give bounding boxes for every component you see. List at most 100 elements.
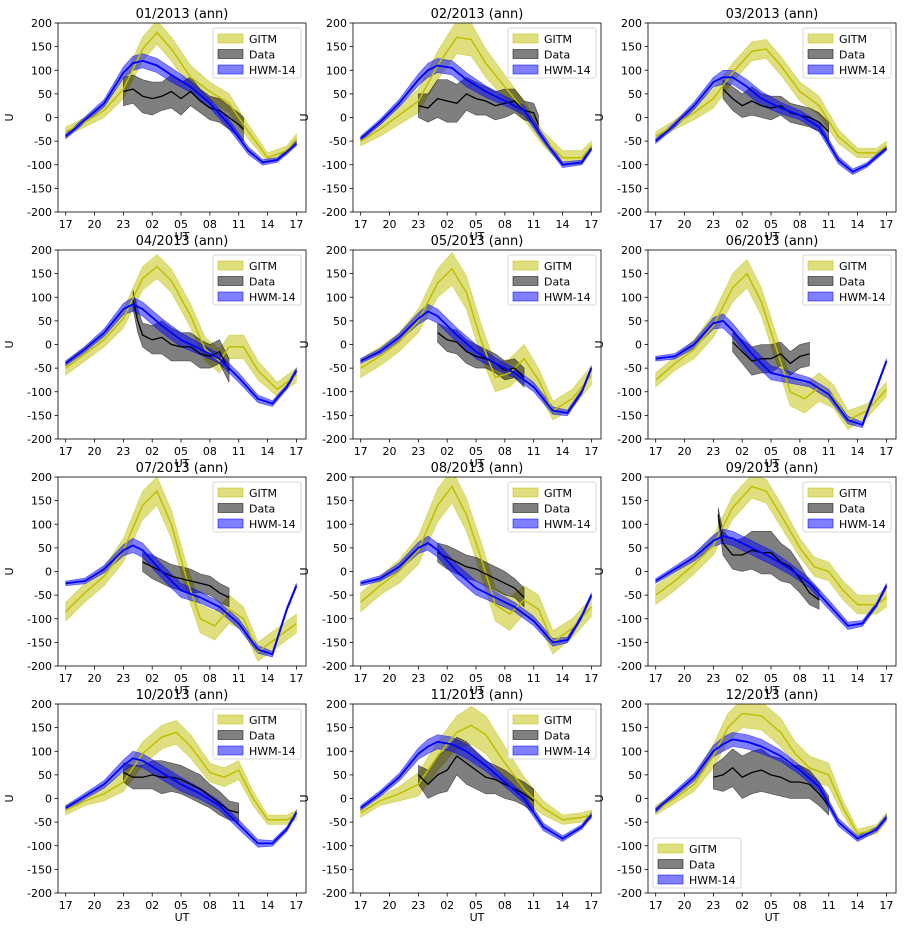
x-tick-label: 17 <box>584 218 598 231</box>
plot-area <box>360 706 593 842</box>
legend-swatch <box>657 843 684 854</box>
y-tick-label: 150 <box>326 268 347 281</box>
subplot-5: -200 -150 -100 -50 0 50 100 150 200 17 20 23 02 05 08 1… <box>298 234 602 470</box>
line-hwm-14 <box>360 64 593 166</box>
legend-swatch <box>512 260 539 271</box>
y-tick-label: -50 <box>329 816 347 829</box>
y-tick-label: 200 <box>326 698 347 711</box>
subplot-6: -200 -150 -100 -50 0 50 100 150 200 17 20 23 02 05 08 1… <box>593 234 897 470</box>
y-tick-label: -150 <box>322 636 347 649</box>
y-tick-label: 0 <box>340 339 347 352</box>
line-hwm-14 <box>65 544 298 656</box>
x-tick-label: 11 <box>232 445 246 458</box>
band-hwm-14 <box>360 734 592 842</box>
y-tick-label: -200 <box>322 433 347 446</box>
x-tick-label: 11 <box>822 899 836 912</box>
x-tick-label: 20 <box>88 672 102 685</box>
y-axis-label: U <box>3 113 16 121</box>
line-data <box>713 766 830 807</box>
line-hwm-14 <box>655 76 887 173</box>
legend-swatch <box>807 503 834 513</box>
x-tick-label: 05 <box>764 672 778 685</box>
legend-label: GITM <box>839 33 867 46</box>
legend-swatch <box>512 503 539 513</box>
line-data <box>123 771 239 814</box>
line-hwm-14 <box>655 738 888 840</box>
legend: GITM Data HWM-14 <box>507 27 597 79</box>
y-tick-label: -50 <box>329 135 347 148</box>
x-tick-label: 20 <box>678 445 692 458</box>
x-tick-label: 20 <box>678 899 692 912</box>
legend-label: Data <box>839 49 865 62</box>
legend-label: GITM <box>544 260 572 273</box>
y-tick-label: 50 <box>628 769 642 782</box>
y-tick-label: -100 <box>617 386 642 399</box>
x-tick-label: 17 <box>59 445 73 458</box>
y-tick-label: 150 <box>621 268 642 281</box>
x-tick-label: 23 <box>706 218 720 231</box>
y-tick-label: 50 <box>38 315 52 328</box>
y-tick-label: 100 <box>621 518 642 531</box>
y-tick-label: -150 <box>27 863 52 876</box>
y-tick-label: -150 <box>27 182 52 195</box>
legend: GITM Data HWM-14 <box>802 481 892 533</box>
y-tick-label: -150 <box>322 182 347 195</box>
legend-label: Data <box>544 503 570 516</box>
x-axis-label: UT <box>765 230 780 243</box>
x-tick-label: 23 <box>706 445 720 458</box>
line-hwm-14 <box>65 757 298 845</box>
y-tick-label: 100 <box>621 64 642 77</box>
y-tick-label: -50 <box>34 135 52 148</box>
x-tick-label: 17 <box>879 218 893 231</box>
y-tick-label: 50 <box>38 542 52 555</box>
line-gitm <box>655 48 887 154</box>
y-tick-label: -150 <box>27 409 52 422</box>
y-tick-label: -200 <box>27 433 52 446</box>
subplot-10: -200 -150 -100 -50 0 50 100 150 200 17 20 23 02 05 08 1… <box>3 688 307 924</box>
legend-swatch <box>217 276 244 286</box>
y-axis-label: U <box>593 567 606 575</box>
y-tick-label: -200 <box>617 887 642 900</box>
line-data <box>437 552 525 598</box>
x-tick-label: 14 <box>261 445 275 458</box>
plot-area <box>655 704 888 842</box>
y-axis-label: U <box>3 340 16 348</box>
y-tick-label: -50 <box>34 589 52 602</box>
legend-label: Data <box>544 49 570 62</box>
x-tick-label: 17 <box>584 672 598 685</box>
legend-swatch <box>657 874 684 885</box>
subplot-title: 03/2013 (ann) <box>726 7 819 22</box>
line-hwm-14 <box>655 535 888 627</box>
subplot-3: -200 -150 -100 -50 0 50 100 150 200 17 20 23 02 05 08 1… <box>593 7 897 243</box>
plot-area <box>360 477 593 655</box>
y-tick-label: 0 <box>635 566 642 579</box>
x-tick-label: 17 <box>354 218 368 231</box>
legend-label: GITM <box>839 260 867 273</box>
y-tick-label: 200 <box>621 17 642 30</box>
x-tick-label: 05 <box>469 218 483 231</box>
x-tick-label: 05 <box>469 899 483 912</box>
line-gitm <box>65 265 297 391</box>
x-tick-label: 02 <box>145 218 159 231</box>
x-tick-label: 11 <box>822 672 836 685</box>
y-tick-label: -200 <box>27 887 52 900</box>
y-tick-label: -50 <box>34 816 52 829</box>
y-tick-label: 200 <box>326 244 347 257</box>
y-tick-label: 100 <box>31 64 52 77</box>
legend: GITM Data HWM-14 <box>212 254 302 306</box>
y-tick-label: -50 <box>329 589 347 602</box>
legend-swatch <box>512 64 539 75</box>
x-tick-label: 17 <box>354 672 368 685</box>
y-tick-label: -50 <box>624 135 642 148</box>
x-tick-label: 23 <box>116 899 130 912</box>
y-tick-label: 150 <box>621 495 642 508</box>
legend-swatch <box>512 714 539 725</box>
band-hwm-14 <box>655 732 887 842</box>
x-tick-label: 14 <box>851 445 865 458</box>
y-tick-label: 100 <box>621 745 642 758</box>
x-tick-label: 17 <box>879 672 893 685</box>
y-tick-label: 0 <box>635 112 642 125</box>
y-tick-label: 200 <box>326 17 347 30</box>
x-tick-label: 17 <box>289 672 303 685</box>
y-tick-label: -100 <box>27 613 52 626</box>
